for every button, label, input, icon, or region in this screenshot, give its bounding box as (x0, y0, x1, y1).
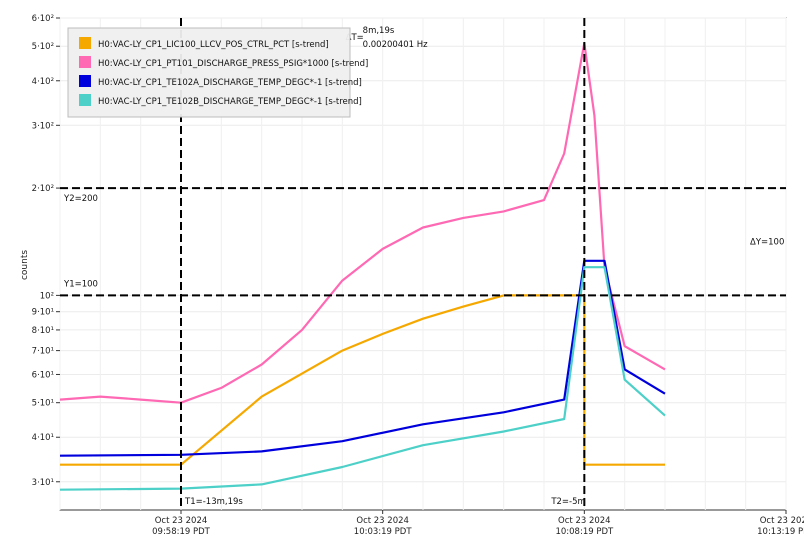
y-tick-label: 7·10¹ (32, 347, 54, 357)
legend-entry-1: H0:VAC-LY_CP1_LIC100_LLCV_POS_CTRL_PCT [… (98, 40, 329, 50)
y-axis-label: counts (20, 250, 30, 280)
x-tick-label-time: 10:13:19 PDT (757, 527, 804, 537)
legend-swatch-2 (79, 56, 91, 68)
legend-entry-3: H0:VAC-LY_CP1_TE102A_DISCHARGE_TEMP_DEGC… (98, 78, 362, 88)
delta-t-label: ΔT= (346, 33, 364, 43)
legend-entry-2: H0:VAC-LY_CP1_PT101_DISCHARGE_PRESS_PSIG… (98, 59, 368, 69)
y-tick-label: 2·10² (32, 184, 54, 194)
y-tick-label: 6·10¹ (32, 370, 54, 380)
x-tick-label-time: 09:58:19 PDT (152, 527, 211, 537)
y-tick-label: 6·10² (32, 14, 54, 24)
vertical-cursor-label: T1=-13m,19s (184, 497, 243, 507)
y-tick-label: 9·10¹ (32, 308, 54, 318)
y-tick-label: 3·10¹ (32, 478, 54, 488)
vertical-cursor-label: T2=-5m (550, 497, 585, 507)
y-tick-label: 4·10² (32, 77, 54, 87)
delta-t-value: 8m,19s (363, 26, 395, 36)
series-line-3 (59, 259, 666, 457)
x-tick-label-time: 10:03:19 PDT (354, 527, 413, 537)
delta-y-label: ΔY=100 (750, 238, 784, 248)
legend: H0:VAC-LY_CP1_LIC100_LLCV_POS_CTRL_PCT [… (67, 27, 368, 118)
y-tick-label: 8·10¹ (32, 326, 54, 336)
horizontal-cursor-label: Y2=200 (63, 194, 98, 204)
legend-entry-4: H0:VAC-LY_CP1_TE102B_DISCHARGE_TEMP_DEGC… (98, 97, 362, 107)
legend-swatch-4 (79, 94, 91, 106)
legend-swatch-1 (79, 37, 91, 49)
x-tick-label-time: 10:08:19 PDT (555, 527, 614, 537)
x-tick-label-date: Oct 23 2024 (760, 516, 804, 526)
x-tick-label-date: Oct 23 2024 (155, 516, 208, 526)
y-tick-label: 3·10² (32, 121, 54, 131)
y-tick-label: 5·10² (32, 42, 54, 52)
y-axis: 3·10¹ 4·10¹ 5·10¹ 6·10¹ 7·10¹ 8·10¹ 9·10¹ 10² 2·… (32, 14, 60, 488)
y-tick-label: 4·10¹ (32, 433, 54, 443)
y-tick-label: 10² (40, 291, 54, 301)
delta-t-frequency: 0.00200401 Hz (363, 40, 428, 50)
x-tick-label-date: Oct 23 2024 (356, 516, 409, 526)
x-tick-label-date: Oct 23 2024 (558, 516, 611, 526)
series-line-4 (59, 266, 666, 491)
series-line-1 (60, 294, 665, 466)
y-tick-label: 5·10¹ (32, 399, 54, 409)
legend-swatch-3 (79, 75, 91, 87)
cursor-lines: Y1=100 Y2=200 T1=-13m,19s T2=-5m ΔT=8m,19s 0.… (60, 18, 786, 510)
horizontal-cursor-label: Y1=100 (63, 279, 98, 289)
legend-box (67, 27, 351, 118)
